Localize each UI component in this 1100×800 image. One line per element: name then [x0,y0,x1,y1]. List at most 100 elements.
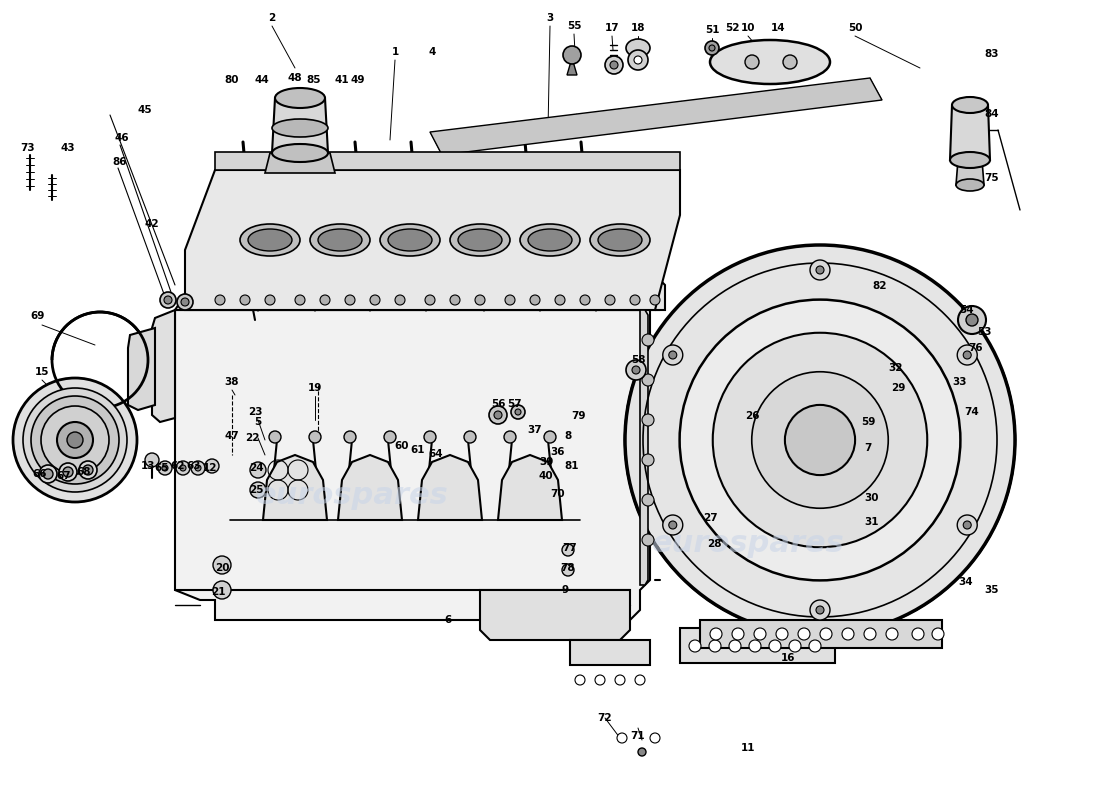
Bar [680,628,835,663]
Ellipse shape [729,640,741,652]
Text: 32: 32 [889,363,903,373]
Ellipse shape [964,351,971,359]
Ellipse shape [634,56,642,64]
Ellipse shape [785,405,855,475]
Ellipse shape [520,224,580,256]
Ellipse shape [195,465,201,471]
Ellipse shape [810,260,830,280]
Ellipse shape [689,640,701,652]
Ellipse shape [158,461,172,475]
Ellipse shape [450,295,460,305]
Ellipse shape [475,295,485,305]
Ellipse shape [370,295,379,305]
Text: 22: 22 [244,433,260,443]
Ellipse shape [530,295,540,305]
Polygon shape [128,328,155,410]
Ellipse shape [388,229,432,251]
Ellipse shape [789,640,801,652]
Ellipse shape [630,295,640,305]
Ellipse shape [912,628,924,640]
Ellipse shape [798,628,810,640]
Ellipse shape [732,628,744,640]
Text: 47: 47 [224,431,240,441]
Text: 51: 51 [705,25,719,35]
Text: 4: 4 [428,47,436,57]
Text: 48: 48 [288,73,302,83]
Ellipse shape [751,372,889,508]
Ellipse shape [544,431,556,443]
Ellipse shape [642,494,654,506]
Ellipse shape [556,295,565,305]
Text: 28: 28 [706,539,722,549]
Text: 2: 2 [268,13,276,23]
Ellipse shape [958,306,986,334]
Ellipse shape [275,88,324,108]
Ellipse shape [605,295,615,305]
Ellipse shape [345,295,355,305]
Ellipse shape [67,432,82,448]
Ellipse shape [754,628,766,640]
Ellipse shape [705,41,719,55]
Ellipse shape [458,229,502,251]
Text: 13: 13 [141,461,155,471]
Ellipse shape [669,521,676,529]
Text: 33: 33 [953,377,967,387]
Text: 76: 76 [969,343,983,353]
Text: 65: 65 [155,463,169,473]
Ellipse shape [63,467,73,477]
Ellipse shape [810,600,830,620]
Ellipse shape [595,675,605,685]
Ellipse shape [82,465,94,475]
Text: 82: 82 [872,281,888,291]
Polygon shape [152,310,175,422]
Ellipse shape [272,144,328,162]
Text: 31: 31 [865,517,879,527]
Ellipse shape [663,345,683,365]
Ellipse shape [505,295,515,305]
Polygon shape [430,78,882,155]
Text: 29: 29 [891,383,905,393]
Text: 77: 77 [562,543,578,553]
Ellipse shape [295,295,305,305]
Ellipse shape [563,46,581,64]
Ellipse shape [635,675,645,685]
Polygon shape [175,270,666,310]
Ellipse shape [240,295,250,305]
Text: 81: 81 [564,461,580,471]
Ellipse shape [41,406,109,474]
Text: 12: 12 [202,463,218,473]
Ellipse shape [808,640,821,652]
Polygon shape [338,455,402,520]
Text: 80: 80 [224,75,240,85]
Text: 75: 75 [984,173,999,183]
Ellipse shape [626,360,646,380]
Ellipse shape [320,295,330,305]
Ellipse shape [182,298,189,306]
Ellipse shape [265,295,275,305]
Bar [570,640,650,665]
Ellipse shape [176,461,190,475]
Text: 26: 26 [745,411,759,421]
Text: 74: 74 [965,407,979,417]
Ellipse shape [162,465,168,471]
Ellipse shape [250,462,266,478]
Ellipse shape [650,295,660,305]
Text: 62: 62 [170,461,185,471]
Ellipse shape [494,411,502,419]
Text: 43: 43 [60,143,75,153]
Ellipse shape [886,628,898,640]
Ellipse shape [957,345,977,365]
Ellipse shape [191,461,205,475]
Text: 7: 7 [865,443,871,453]
Text: 8: 8 [564,431,572,441]
Ellipse shape [966,314,978,326]
Ellipse shape [562,544,574,556]
Polygon shape [210,255,640,270]
Ellipse shape [663,515,683,535]
Text: 58: 58 [630,355,646,365]
Text: 54: 54 [959,305,974,315]
Ellipse shape [31,396,119,484]
Polygon shape [625,261,1015,635]
Text: 78: 78 [561,563,575,573]
Polygon shape [272,98,328,153]
